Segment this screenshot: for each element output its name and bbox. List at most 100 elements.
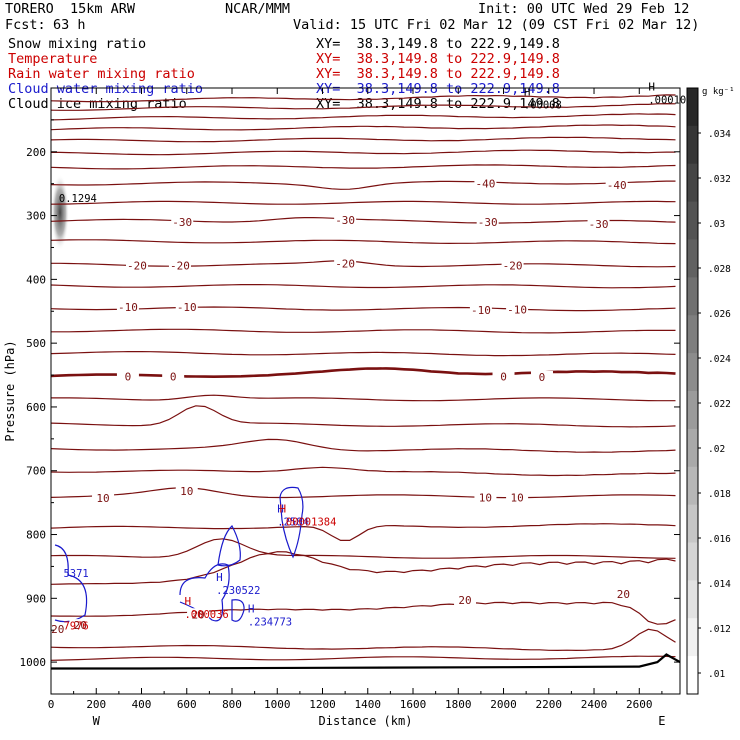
isotherm-27 bbox=[50, 655, 676, 661]
extremum-value: 7976 bbox=[63, 621, 88, 633]
isotherm-9 bbox=[50, 217, 676, 224]
isotherm-17 bbox=[51, 394, 676, 402]
temp-label-bg-6 bbox=[125, 259, 148, 272]
colorbar-segment bbox=[687, 428, 698, 468]
x-tick-label: 1200 bbox=[309, 698, 336, 711]
y-tick-label: 400 bbox=[26, 273, 46, 286]
isotherm-20 bbox=[50, 466, 676, 477]
field-rain-xy: XY= 38.3,149.8 to 222.9,149.8 bbox=[316, 66, 560, 82]
x-tick-label: 1800 bbox=[445, 698, 472, 711]
center-label: NCAR/MMM bbox=[225, 1, 291, 17]
temp-label-bg-8 bbox=[334, 257, 357, 270]
isotherm-18 bbox=[50, 405, 676, 428]
extremum-value: .00001384 bbox=[280, 517, 337, 529]
isotherm-4 bbox=[50, 136, 676, 143]
x-tick-label: 1400 bbox=[355, 698, 382, 711]
x-tick-label: 2600 bbox=[626, 698, 653, 711]
extremum-value: .230522 bbox=[216, 585, 260, 597]
colorbar-segment bbox=[687, 542, 698, 581]
extremum-value: .000101 bbox=[648, 94, 692, 106]
isotherm-11 bbox=[51, 260, 676, 268]
cloud-water-contour-2 bbox=[217, 525, 241, 567]
y-tick-label: 600 bbox=[26, 401, 46, 414]
extremum-value: .00008 bbox=[524, 99, 562, 111]
field-rain-name: Rain water mixing ratio bbox=[8, 66, 195, 82]
temp-label-bg-12 bbox=[469, 303, 492, 316]
temp-contour-label: -30 bbox=[335, 214, 355, 227]
forecast-hour: 63 h bbox=[53, 17, 86, 33]
field-snow-xy: XY= 38.3,149.8 to 222.9,149.8 bbox=[316, 36, 560, 52]
extremum-letter: H bbox=[648, 80, 655, 93]
isotherm-26 bbox=[50, 628, 676, 652]
model-title: TORERO 15km ARW bbox=[5, 1, 136, 17]
field-cloud-water-name: Cloud water mixing ratio bbox=[8, 81, 204, 97]
field-snow-name: Snow mixing ratio bbox=[8, 36, 147, 52]
isotherm-3 bbox=[50, 124, 676, 131]
temp-contour-label: 0 bbox=[170, 370, 177, 383]
extremum-value: .234773 bbox=[248, 617, 292, 629]
temp-label-bg-17 bbox=[530, 370, 553, 383]
temp-contour-label: 20 bbox=[74, 619, 87, 632]
isotherm-16 bbox=[50, 367, 676, 379]
x-tick-label: 400 bbox=[132, 698, 152, 711]
field-cloud-water-xy: XY= 38.3,149.8 to 222.9,149.8 bbox=[316, 81, 560, 97]
extremum-letter: H bbox=[280, 503, 287, 516]
colorbar-tick-label: .016 bbox=[708, 534, 731, 545]
temp-contour-label: -30 bbox=[478, 216, 498, 229]
temp-contour-label: 20 bbox=[617, 588, 630, 601]
east-label: E bbox=[658, 714, 665, 728]
temp-label-bg-26 bbox=[612, 587, 635, 600]
isotherm-7 bbox=[50, 180, 676, 190]
temp-contour-label: 0 bbox=[539, 371, 546, 384]
x-tick-label: 2400 bbox=[581, 698, 608, 711]
isotherm-25 bbox=[50, 601, 676, 625]
temp-label-bg-3 bbox=[334, 214, 357, 227]
temp-contour-label: -40 bbox=[475, 178, 495, 191]
isotherm-6 bbox=[50, 164, 676, 170]
forecast-label: Fcst: bbox=[5, 17, 46, 33]
snow-shading bbox=[51, 174, 70, 251]
extremum-letter: H bbox=[216, 571, 223, 584]
extremum-letter: H bbox=[248, 603, 255, 616]
temp-label-bg-22 bbox=[46, 622, 69, 635]
temp-contour-label: -20 bbox=[170, 259, 190, 272]
colorbar-segment bbox=[687, 277, 698, 316]
y-tick-label: 900 bbox=[26, 592, 46, 605]
y-tick-label: 300 bbox=[26, 210, 46, 223]
temp-label-bg-21 bbox=[506, 491, 529, 504]
temp-label-bg-15 bbox=[162, 370, 185, 383]
isotherm-19 bbox=[50, 438, 676, 453]
colorbar-unit: g kg⁻¹ bbox=[702, 87, 735, 97]
x-tick-label: 2200 bbox=[536, 698, 563, 711]
colorbar-segment bbox=[687, 580, 698, 619]
isotherm-5 bbox=[51, 149, 676, 156]
colorbar-segment bbox=[687, 315, 698, 354]
isotherm-21 bbox=[50, 487, 676, 499]
colorbar-tick-label: .012 bbox=[708, 624, 731, 635]
colorbar-segment bbox=[687, 163, 698, 203]
cloud-water-contour-1 bbox=[179, 563, 230, 622]
temp-contour-label: -40 bbox=[607, 179, 627, 192]
temp-contour-label: 20 bbox=[458, 594, 471, 607]
temp-contour-label: -10 bbox=[471, 304, 491, 317]
isotherm-2 bbox=[50, 113, 676, 121]
x-tick-label: 2000 bbox=[490, 698, 517, 711]
isotherm-0 bbox=[50, 94, 676, 103]
temp-label-bg-1 bbox=[605, 178, 628, 191]
temp-label-bg-20 bbox=[474, 491, 497, 504]
isotherm-12 bbox=[50, 284, 676, 289]
colorbar-segment bbox=[687, 125, 698, 165]
field-temperature-xy: XY= 38.3,149.8 to 222.9,149.8 bbox=[316, 51, 560, 67]
temp-contour-label: -10 bbox=[177, 301, 197, 314]
temp-label-bg-14 bbox=[116, 370, 139, 383]
extremum-letter: H bbox=[277, 503, 284, 516]
temp-contour-label: -10 bbox=[507, 303, 527, 316]
colorbar-tick-label: .02 bbox=[708, 444, 725, 455]
temp-label-bg-11 bbox=[175, 300, 198, 313]
temp-label-bg-4 bbox=[476, 215, 499, 228]
temp-contour-label: -20 bbox=[335, 257, 355, 270]
temp-contour-label: 10 bbox=[479, 492, 492, 505]
colorbar-tick-label: .034 bbox=[708, 129, 731, 140]
temp-contour-label: 20 bbox=[51, 623, 64, 636]
